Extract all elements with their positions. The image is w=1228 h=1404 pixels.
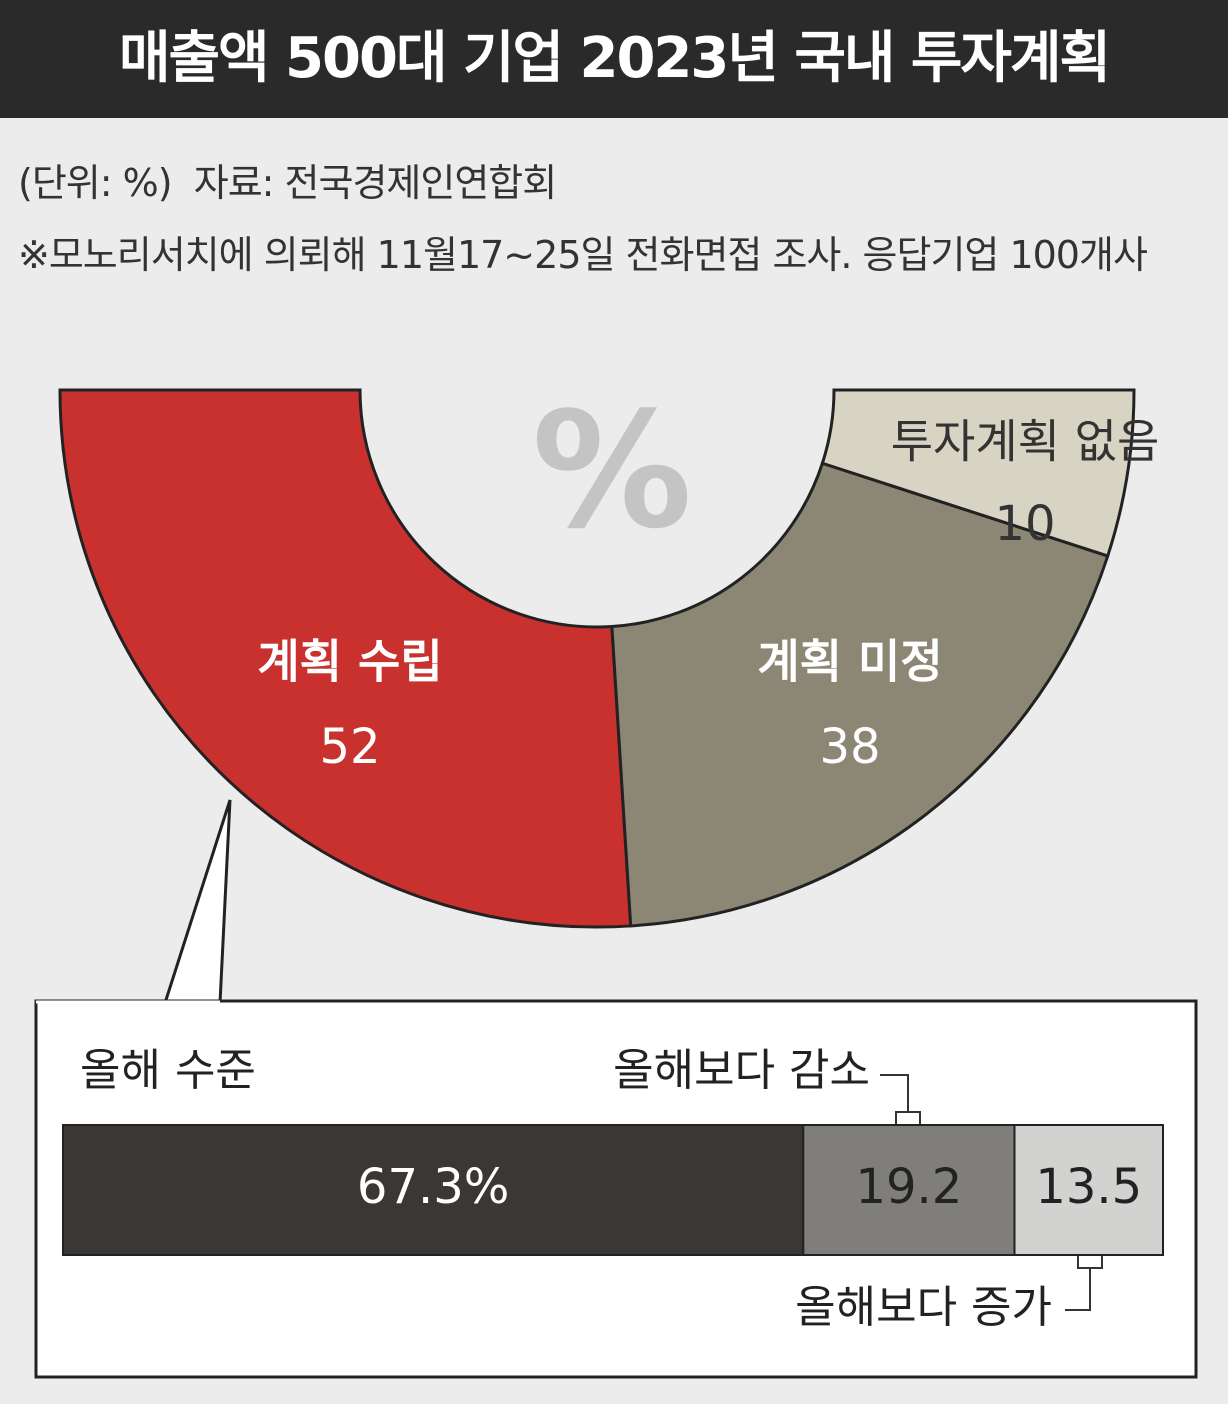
connector bbox=[1065, 1255, 1091, 1311]
callout bbox=[162, 799, 232, 1005]
slice-label: 투자계획 없음 bbox=[891, 415, 1160, 469]
bar-segment bbox=[62, 1124, 805, 1256]
note: ※모노리서치에 의뢰해 11월17~25일 전화면접 조사. 응답기업 100개… bbox=[18, 233, 1148, 277]
slice-label: 계획 수립 bbox=[257, 635, 442, 689]
title: 매출액 500대 기업 2023년 국내 투자계획 bbox=[0, 0, 1228, 118]
bar-segment bbox=[1013, 1124, 1164, 1256]
legend-label: 올해보다 감소 bbox=[613, 1045, 870, 1096]
bar-segment bbox=[802, 1124, 1016, 1256]
slice-value: 52 bbox=[319, 719, 380, 775]
legend-label: 올해보다 증가 bbox=[795, 1282, 1052, 1333]
slice bbox=[820, 388, 1136, 558]
source: 자료: 전국경제인연합회 bbox=[193, 161, 557, 205]
connector bbox=[880, 1074, 909, 1125]
slice-label: 계획 미정 bbox=[757, 635, 942, 689]
meta: (단위: %) 자료: 전국경제인연합회 bbox=[18, 152, 557, 207]
slice bbox=[610, 461, 1110, 928]
value-label: 13.5 bbox=[1035, 1159, 1142, 1215]
center-label: % bbox=[532, 377, 692, 564]
slice bbox=[58, 388, 633, 929]
value-label: 19.2 bbox=[855, 1159, 962, 1215]
legend-label: 올해 수준 bbox=[80, 1045, 256, 1096]
slice-value: 10 bbox=[994, 496, 1055, 552]
value-label: 67.3% bbox=[357, 1159, 509, 1215]
unit: (단위: %) bbox=[18, 161, 173, 205]
slice-value: 38 bbox=[819, 719, 880, 775]
